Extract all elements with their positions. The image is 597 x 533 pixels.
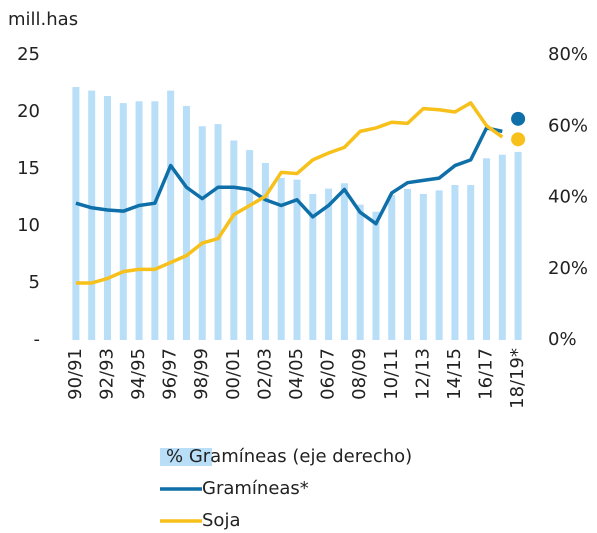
bar [135,101,143,340]
legend-swatch [160,448,212,466]
bar [230,140,238,340]
bar [277,177,285,340]
y-tick-label: 10 [17,215,40,236]
bar [246,150,254,340]
bar [119,103,127,340]
y-tick-label: 5 [29,272,40,293]
x-tick-label: 04/05 [286,348,307,400]
legend-label: % Gramíneas (eje derecho) [166,446,412,467]
bar [182,105,190,340]
bar [498,154,506,340]
x-tick-label: 00/01 [223,348,244,400]
x-tick-label: 12/13 [412,348,433,400]
bar [451,185,459,340]
y2-tick-label: 80% [548,44,588,65]
line [75,126,503,226]
x-tick-label: 94/95 [128,348,149,400]
x-tick-label: 18/19* [507,348,528,409]
bar [72,87,80,340]
bar [404,188,412,340]
bar [435,190,443,340]
bar [309,193,317,340]
bar [467,185,475,340]
bar [293,179,301,340]
x-tick-label: 02/03 [254,348,275,400]
x-tick-label: 08/09 [349,348,370,400]
legend-label: Soja [202,510,240,531]
x-tick-label: 16/17 [476,348,497,400]
y-tick-label: 20 [17,101,40,122]
x-tick-label: 92/93 [96,348,117,400]
y-axis-title: mill.has [8,9,78,30]
bar [214,124,222,340]
y2-tick-label: 60% [548,115,588,136]
bar [88,90,96,340]
y2-tick-label: 40% [548,187,588,208]
bar [167,90,175,340]
x-tick-label: 10/11 [381,348,402,400]
point [511,111,526,126]
bar [151,101,159,340]
bar [483,158,491,340]
legend-label: Gramíneas* [202,478,309,499]
y-tick-label: 15 [17,158,40,179]
bar [514,151,522,340]
y-tick-label: - [34,329,41,350]
y2-tick-label: 20% [548,258,588,279]
x-tick-label: 96/97 [160,348,181,400]
point [511,132,526,147]
bar [419,193,427,340]
bar [198,126,206,340]
line [75,101,504,285]
x-tick-label: 06/07 [318,348,339,400]
bar [372,211,380,340]
bar [388,195,396,340]
x-tick-label: 98/99 [191,348,212,400]
bar [325,188,333,340]
bar [340,183,348,340]
bar [356,204,364,340]
x-tick-label: 14/15 [444,348,465,400]
x-tick-label: 90/91 [65,348,86,400]
y2-tick-label: 0% [548,329,577,350]
y-tick-label: 25 [17,44,40,65]
bar [103,95,111,340]
bar [261,162,269,340]
